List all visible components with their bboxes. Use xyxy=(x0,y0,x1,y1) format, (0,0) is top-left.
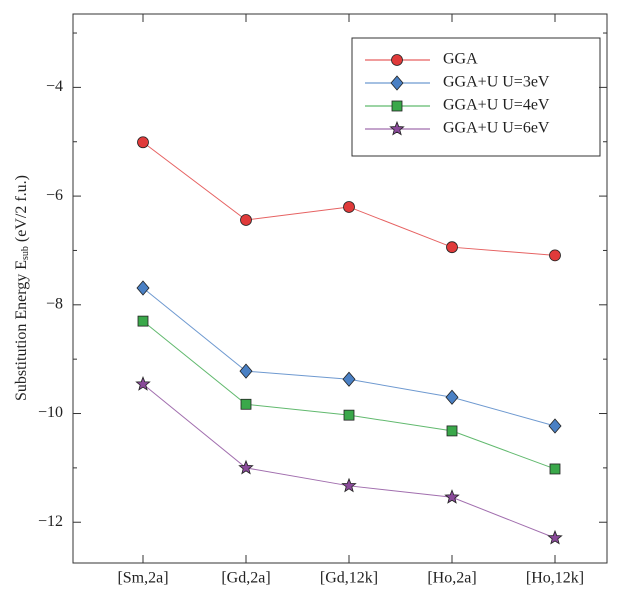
series-line xyxy=(142,141,556,256)
series-line xyxy=(142,383,556,539)
marker xyxy=(547,529,563,545)
marker xyxy=(342,371,356,387)
legend-label: GGA+U U=4eV xyxy=(443,97,550,114)
legend-label: GGA+U U=6eV xyxy=(443,120,550,137)
marker xyxy=(240,398,252,410)
legend-marker xyxy=(390,75,404,91)
legend-marker xyxy=(391,54,403,66)
marker xyxy=(548,418,562,434)
y-axis-label: Substitution Energy Esub (eV/2 f.u.) xyxy=(13,175,32,401)
marker xyxy=(446,425,458,437)
marker xyxy=(446,241,458,254)
x-tick-label: [Sm,2a] xyxy=(117,570,168,587)
marker xyxy=(444,489,460,504)
x-tick-label: [Ho,12k] xyxy=(526,570,584,587)
y-tick-label: −10 xyxy=(38,404,63,421)
y-tick-label: −6 xyxy=(46,187,63,204)
marker xyxy=(445,389,459,405)
marker xyxy=(238,459,254,475)
x-tick-label: [Gd,2a] xyxy=(221,570,270,587)
legend-marker xyxy=(389,120,405,136)
marker xyxy=(136,280,150,296)
plot-frame xyxy=(72,13,608,564)
y-label-unit: (eV/2 f.u.) xyxy=(13,175,30,242)
y-tick-label: −4 xyxy=(46,78,63,95)
legend-label: GGA xyxy=(443,51,478,68)
marker xyxy=(343,201,355,213)
marker xyxy=(135,376,151,391)
marker xyxy=(341,477,357,493)
marker xyxy=(343,409,355,421)
legend-label: GGA+U U=3eV xyxy=(443,74,550,91)
x-tick-label: [Gd,12k] xyxy=(320,570,378,587)
marker xyxy=(137,315,149,327)
y-label-text: Substitution Energy E xyxy=(13,260,30,401)
y-label-sub: sub xyxy=(20,246,31,260)
marker xyxy=(137,136,149,149)
x-tick-label: [Ho,2a] xyxy=(427,570,476,587)
series-line xyxy=(142,287,556,427)
y-tick-label: −8 xyxy=(46,295,63,312)
marker xyxy=(549,249,561,262)
marker xyxy=(240,214,252,226)
y-tick-label: −12 xyxy=(38,513,63,530)
legend-marker xyxy=(391,100,403,112)
series-line xyxy=(142,320,556,470)
marker xyxy=(239,363,253,379)
marker xyxy=(549,463,561,475)
